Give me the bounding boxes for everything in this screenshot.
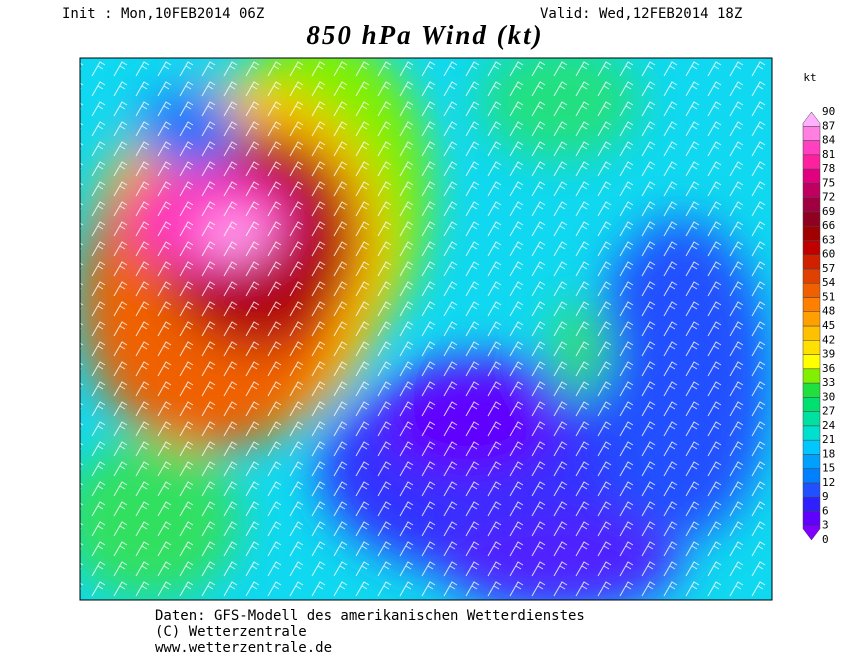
scale-label: 15 (822, 462, 835, 475)
scale-label: 9 (822, 490, 829, 503)
scale-swatch (802, 140, 821, 156)
footer-copyright: (C) Wetterzentrale (155, 624, 307, 640)
scale-swatch (802, 454, 821, 469)
scale-swatch (802, 425, 821, 441)
scale-swatch (802, 496, 821, 512)
scale-label: 78 (822, 162, 835, 175)
scale-label: 75 (822, 176, 835, 189)
scale-label: 0 (822, 533, 829, 546)
scale-label: 18 (822, 447, 835, 460)
scale-swatch (802, 168, 821, 184)
scale-swatch (802, 354, 821, 370)
scale-label: 12 (822, 476, 835, 489)
color-scale: 0369121518212427303336394245485154576063… (802, 105, 836, 546)
valid-time: Valid: Wed,12FEB2014 18Z (540, 6, 742, 22)
footer-url: www.wetterzentrale.de (155, 640, 332, 656)
wind-barbs (80, 58, 772, 600)
scale-label: 81 (822, 148, 835, 161)
scale-label: 30 (822, 390, 835, 403)
scale-label: 54 (822, 276, 836, 289)
init-time: Init : Mon,10FEB2014 06Z (62, 6, 264, 22)
scale-label: 33 (822, 376, 835, 389)
scale-label: 21 (822, 433, 835, 446)
legend-unit: kt (803, 71, 816, 84)
footer-source: Daten: GFS-Modell des amerikanischen Wet… (155, 608, 585, 624)
scale-label: 3 (822, 519, 829, 532)
scale-swatch (802, 268, 821, 284)
scale-label: 57 (822, 262, 835, 275)
scale-swatch (802, 282, 821, 298)
scale-label: 84 (822, 134, 836, 147)
scale-swatch (802, 411, 821, 427)
scale-label: 51 (822, 290, 835, 303)
scale-label: 42 (822, 333, 835, 346)
scale-swatch (802, 340, 821, 355)
scale-label: 6 (822, 504, 829, 517)
scale-label: 60 (822, 248, 835, 261)
scale-swatch (802, 211, 821, 227)
scale-swatch (802, 225, 821, 241)
scale-swatch (802, 439, 821, 455)
scale-label: 48 (822, 305, 835, 318)
scale-label: 66 (822, 219, 835, 232)
scale-swatch (802, 382, 821, 398)
scale-label: 72 (822, 191, 835, 204)
map-field (80, 58, 772, 600)
scale-label: 24 (822, 419, 836, 432)
scale-label: 63 (822, 233, 835, 246)
scale-swatch (802, 126, 821, 141)
scale-swatch (802, 297, 821, 312)
scale-label: 27 (822, 405, 835, 418)
scale-swatch (802, 482, 821, 498)
scale-label: 87 (822, 119, 835, 132)
scale-swatch (802, 468, 821, 484)
map-title: 850 hPa Wind (kt) (306, 20, 543, 50)
scale-swatch (802, 154, 821, 170)
scale-label: 36 (822, 362, 835, 375)
scale-swatch (802, 325, 821, 341)
scale-swatch (802, 311, 821, 327)
scale-swatch (802, 111, 821, 127)
scale-swatch (802, 525, 821, 541)
scale-swatch (802, 254, 821, 270)
scale-label: 90 (822, 105, 835, 118)
scale-label: 39 (822, 348, 835, 361)
scale-label: 69 (822, 205, 835, 218)
scale-label: 45 (822, 319, 835, 332)
scale-swatch (802, 397, 821, 412)
scale-swatch (802, 183, 821, 198)
scale-swatch (802, 197, 821, 213)
scale-swatch (802, 368, 821, 384)
scale-swatch (802, 240, 821, 255)
map-frame (79, 57, 773, 601)
scale-swatch (802, 511, 821, 526)
